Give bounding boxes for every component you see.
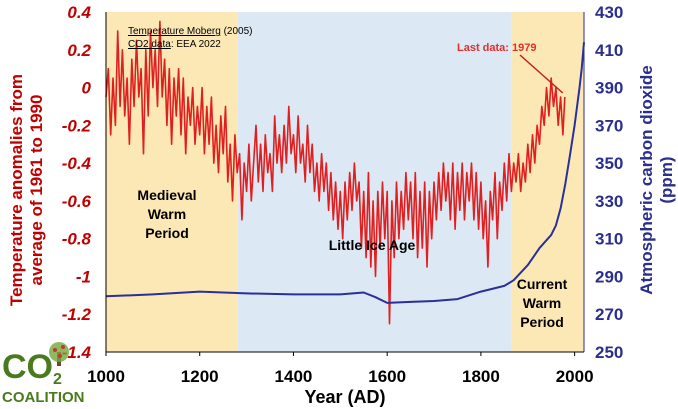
period-label-medieval: Warm (148, 206, 186, 222)
tree-icon (49, 342, 69, 366)
y-right-tick-label: 350 (595, 154, 623, 173)
y-right-tick-label: 370 (595, 116, 623, 135)
last-data-pointer (519, 54, 564, 94)
x-tick-label: 1000 (87, 367, 125, 386)
source-temperature-year: (2005) (221, 26, 253, 37)
y-left-tick-label: -1 (76, 267, 91, 286)
period-label-little-ice-age: Little Ice Age (329, 237, 416, 253)
y-left-tick-label: -0.2 (62, 116, 92, 135)
y-right-tick-label: 250 (595, 343, 623, 362)
y-left-tick-label: -0.4 (62, 154, 92, 173)
y-left-tick-label: -1.2 (62, 305, 92, 324)
axes: 0.4 0.2 0 -0.2 -0.4 -0.6 -0.8 -1 -1.2 -1.4 250 270 2… (62, 3, 624, 386)
y-left-axis-title-line1: Temperature anomalies from (7, 74, 26, 306)
logo-subscript: 2 (53, 371, 62, 388)
x-tick-label: 1600 (368, 367, 406, 386)
source-temperature-link: Temperature Moberg (128, 26, 221, 37)
last-data-label: Last data: 1979 (457, 42, 536, 54)
period-label-current: Warm (523, 295, 561, 311)
x-tick-label: 1200 (181, 367, 219, 386)
y-right-tick-label: 290 (595, 267, 623, 286)
y-right-axis-title-line1: Atmospheric carbon dioxide (637, 65, 656, 295)
logo-name: COALITION (2, 389, 85, 406)
y-right-tick-label: 310 (595, 230, 623, 249)
source-temperature: Temperature Moberg (2005) (128, 26, 253, 37)
period-band-0 (106, 12, 238, 352)
labels: Year (AD) Temperature anomalies from avera… (7, 26, 676, 407)
y-right-tick-label: 330 (595, 192, 623, 211)
co2-series (105, 42, 585, 304)
y-right-tick-label: 390 (595, 79, 623, 98)
y-left-tick-label: 0.2 (67, 41, 91, 60)
x-tick-label: 1800 (462, 367, 500, 386)
source-co2: CO2 data: EEA 2022 (128, 39, 221, 50)
y-left-tick-label: -0.8 (62, 230, 92, 249)
y-left-axis-title-line2: average of 1961 to 1990 (27, 95, 46, 286)
y-right-tick-label: 270 (595, 305, 623, 324)
y-left-tick-label: 0 (82, 79, 92, 98)
y-right-tick-label: 430 (595, 3, 623, 22)
y-right-tick-label: 410 (595, 41, 623, 60)
y-left-tick-label: -0.6 (62, 192, 92, 211)
y-right-axis-title-line2: (ppm) (657, 156, 676, 203)
x-axis-title: Year (AD) (304, 387, 385, 407)
period-label-medieval: Period (145, 225, 189, 241)
x-tick-label: 1400 (275, 367, 313, 386)
y-left-tick-label: -1.4 (62, 343, 92, 362)
series-layer (105, 20, 585, 325)
period-band-2 (511, 12, 584, 352)
y-left-tick-label: 0.4 (67, 3, 91, 22)
period-label-current: Current (517, 276, 568, 292)
logo-co: CO (2, 348, 53, 386)
temperature-series (105, 20, 566, 325)
period-label-medieval: Medieval (137, 187, 196, 203)
x-tick-label: 2000 (556, 367, 594, 386)
source-co2-link: CO2 data (128, 39, 171, 50)
source-co2-name: : EEA 2022 (171, 39, 221, 50)
period-label-current: Period (520, 314, 564, 330)
coalition-logo: CO 2 COALITION (2, 342, 85, 406)
